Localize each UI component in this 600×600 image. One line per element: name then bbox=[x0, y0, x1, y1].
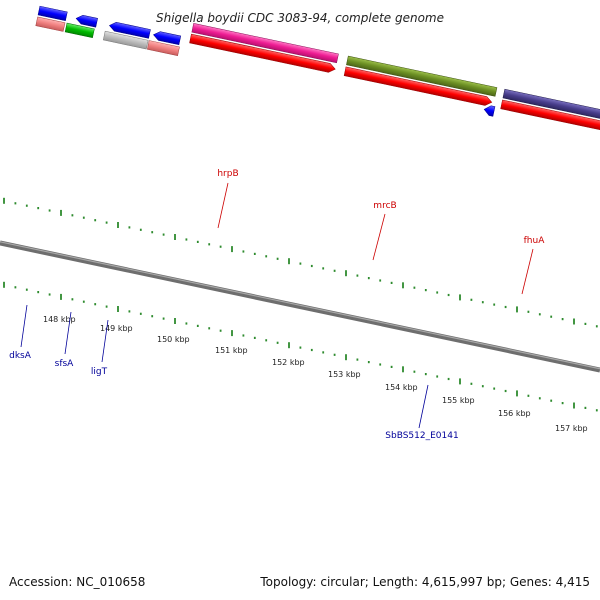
scale-tick-label: 149 kbp bbox=[100, 324, 133, 333]
gene-label-ligT[interactable]: ligT bbox=[91, 367, 108, 377]
gene-bar-mrcB[interactable] bbox=[346, 55, 498, 97]
gene-label-group-SbBS512_E0141: SbBS512_E0141 bbox=[385, 384, 459, 441]
scale-tick-label: 155 kbp bbox=[442, 396, 475, 405]
gene-bar-left-salmon bbox=[35, 16, 66, 32]
scale-tick-label: 150 kbp bbox=[157, 335, 190, 344]
cds-arrow-3[interactable] bbox=[500, 99, 600, 136]
feature-layer bbox=[35, 5, 600, 136]
gene-bar-ligT[interactable] bbox=[147, 40, 180, 57]
scale-tick-label: 148 kbp bbox=[43, 315, 76, 324]
outer-tick-track bbox=[3, 197, 598, 328]
scale-tick-label: 157 kbp bbox=[555, 424, 588, 433]
map-title: Shigella boydii CDC 3083-94, complete ge… bbox=[156, 11, 444, 25]
cds-arrow-2[interactable] bbox=[343, 66, 493, 107]
gene-bar-hrpB[interactable] bbox=[191, 23, 339, 64]
backbone bbox=[0, 240, 600, 373]
scale-tick-label: 151 kbp bbox=[215, 346, 248, 355]
reverse-arrow-4[interactable] bbox=[153, 30, 182, 46]
reverse-arrow-3[interactable] bbox=[108, 21, 151, 39]
gene-label-group-fhuA: fhuA bbox=[521, 236, 546, 295]
gene-label-fhuA[interactable]: fhuA bbox=[524, 236, 546, 246]
backbone-highlight bbox=[0, 241, 600, 370]
gene-label-group-hrpB: hrpB bbox=[217, 169, 239, 229]
accession-text: Accession: NC_010658 bbox=[9, 575, 145, 589]
scale-tick-label: 153 kbp bbox=[328, 370, 361, 379]
gene-label-SbBS512_E0141[interactable]: SbBS512_E0141 bbox=[385, 431, 458, 441]
gene-label-dksA[interactable]: dksA bbox=[9, 351, 32, 361]
gene-label-group-sfsA: sfsA bbox=[55, 311, 75, 369]
scale-tick-label: 152 kbp bbox=[272, 358, 305, 367]
scale-tick-label: 154 kbp bbox=[385, 383, 418, 392]
gene-label-hrpB[interactable]: hrpB bbox=[217, 169, 238, 179]
gene-label-group-mrcB: mrcB bbox=[372, 201, 397, 261]
gene-label-group-dksA: dksA bbox=[9, 304, 32, 361]
gene-bar-sfsA[interactable] bbox=[102, 30, 149, 50]
gene-bar-dksA[interactable] bbox=[64, 22, 95, 39]
inner-tick-track bbox=[3, 281, 598, 412]
gene-label-mrcB[interactable]: mrcB bbox=[373, 201, 396, 211]
cds-arrow-1[interactable] bbox=[189, 33, 337, 73]
gene-arrow-SbBS512_E0141[interactable] bbox=[483, 104, 496, 117]
gene-label-sfsA[interactable]: sfsA bbox=[55, 359, 75, 369]
scale-tick-label: 156 kbp bbox=[498, 409, 531, 418]
scale-labels: 148 kbp 149 kbp 150 kbp 151 kbp 152 kbp … bbox=[43, 315, 588, 433]
reverse-arrow-2[interactable] bbox=[75, 14, 98, 28]
backbone-line bbox=[0, 240, 600, 373]
reverse-arrow-1[interactable] bbox=[37, 5, 68, 22]
genome-summary-text: Topology: circular; Length: 4,615,997 bp… bbox=[259, 575, 590, 589]
gene-label-group-ligT: ligT bbox=[91, 319, 109, 377]
